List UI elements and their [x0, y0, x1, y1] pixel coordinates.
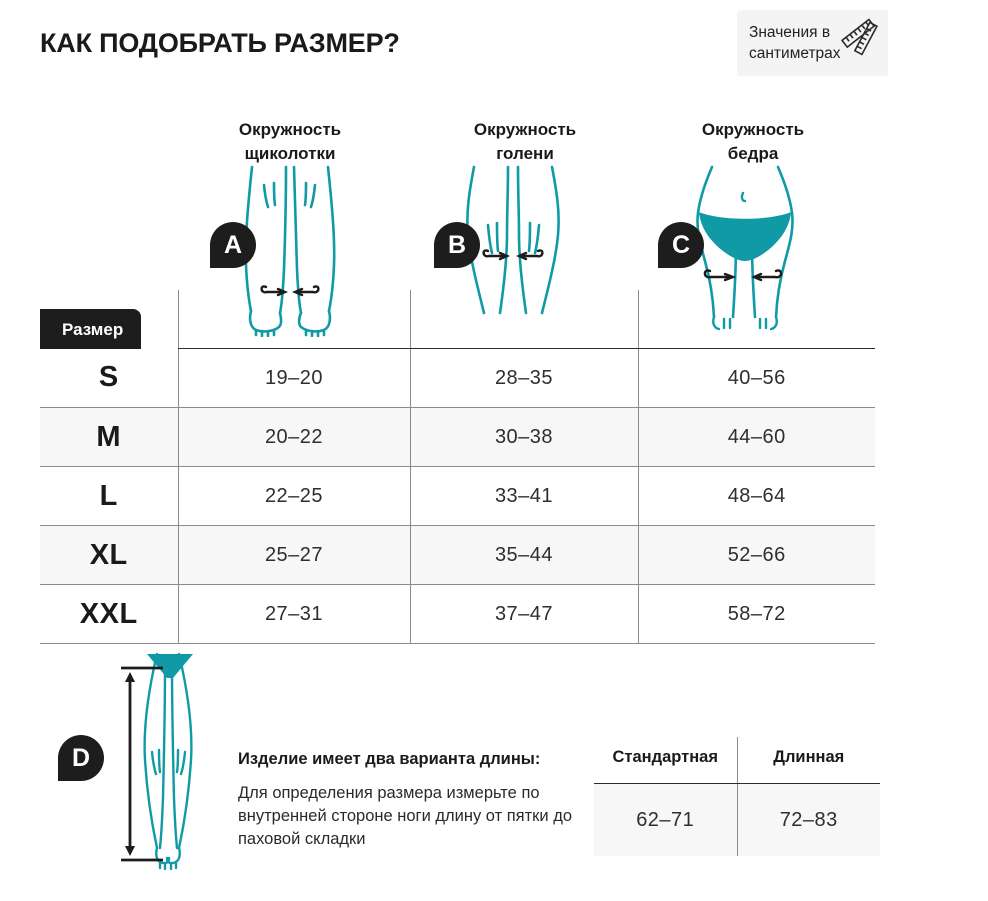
header-spacer-calf — [409, 290, 638, 349]
thigh-value: 52–66 — [637, 525, 875, 585]
size-table: Размер S 19–20 28–35 40–56 M 20–22 30–38… — [40, 290, 875, 644]
ruler-icon — [840, 18, 879, 56]
column-header-ankle: Окружность щиколотки — [175, 118, 405, 166]
calf-value: 33–41 — [409, 466, 638, 526]
column-header-thigh: Окружность бедра — [638, 118, 868, 166]
dimension-arrow-up — [125, 672, 135, 682]
marker-b-letter: B — [447, 230, 467, 259]
size-header-cell: Размер — [40, 290, 178, 349]
calf-value: 37–47 — [409, 584, 638, 644]
ankle-value: 20–22 — [177, 407, 410, 467]
column-header-thigh-line1: Окружность — [701, 120, 805, 139]
ankle-value: 19–20 — [177, 348, 410, 408]
table-row: M 20–22 30–38 44–60 — [40, 407, 875, 467]
size-label: XL — [40, 525, 178, 585]
units-badge: Значения в сантиметрах — [737, 10, 888, 76]
marker-d: D — [58, 735, 104, 781]
length-value-standard: 62–71 — [594, 783, 737, 856]
column-header-calf-line2: голени — [496, 144, 554, 163]
units-badge-text: Значения в сантиметрах — [749, 22, 861, 64]
size-label: M — [40, 407, 178, 467]
marker-b: B — [434, 222, 480, 268]
marker-a: A — [210, 222, 256, 268]
header-spacer-thigh — [637, 290, 875, 349]
length-note-body: Для определения размера измерьте по внут… — [238, 784, 572, 848]
dimension-arrow-down — [125, 846, 135, 856]
size-header-badge: Размер — [40, 308, 142, 349]
column-header-calf: Окружность голени — [410, 118, 640, 166]
marker-d-letter: D — [71, 743, 91, 772]
length-header-standard: Стандартная — [594, 737, 737, 784]
length-note-title: Изделие имеет два варианта длины: — [238, 750, 541, 768]
length-header-long: Длинная — [736, 737, 880, 784]
column-header-calf-line1: Окружность — [473, 120, 577, 139]
page-title: КАК ПОДОБРАТЬ РАЗМЕР? — [40, 28, 400, 58]
size-label: XXL — [40, 584, 178, 644]
swimwear-shape — [699, 212, 791, 261]
calf-value: 35–44 — [409, 525, 638, 585]
thigh-value: 44–60 — [637, 407, 875, 467]
length-table-value-row: 62–71 72–83 — [594, 783, 880, 856]
column-header-thigh-line2: бедра — [727, 144, 779, 163]
calf-value: 28–35 — [409, 348, 638, 408]
units-badge-line2: сантиметрах — [749, 45, 841, 62]
marker-c: C — [658, 222, 704, 268]
thigh-value: 58–72 — [637, 584, 875, 644]
size-label: S — [40, 348, 178, 408]
table-row: S 19–20 28–35 40–56 — [40, 348, 875, 408]
ankle-value: 22–25 — [177, 466, 410, 526]
length-table: Стандартная Длинная 62–71 72–83 — [594, 737, 880, 856]
size-label: L — [40, 466, 178, 526]
ankle-value: 25–27 — [177, 525, 410, 585]
calf-value: 30–38 — [409, 407, 638, 467]
column-header-ankle-line1: Окружность — [238, 120, 342, 139]
ankle-value: 27–31 — [177, 584, 410, 644]
thigh-value: 48–64 — [637, 466, 875, 526]
thigh-value: 40–56 — [637, 348, 875, 408]
header-spacer-ankle — [177, 290, 410, 349]
table-row: L 22–25 33–41 48–64 — [40, 466, 875, 526]
marker-a-letter: A — [223, 230, 243, 259]
length-table-header-row: Стандартная Длинная — [594, 737, 880, 784]
table-row: XXL 27–31 37–47 58–72 — [40, 584, 875, 644]
units-badge-line1: Значения в — [749, 24, 831, 41]
garment-top-shape — [147, 654, 193, 678]
column-header-ankle-line2: щиколотки — [244, 144, 336, 163]
legs-length-illustration — [121, 652, 193, 871]
marker-c-letter: C — [671, 230, 691, 259]
size-table-header-row: Размер — [40, 290, 875, 349]
table-row: XL 25–27 35–44 52–66 — [40, 525, 875, 585]
length-note: Изделие имеет два варианта длины: Для оп… — [238, 748, 588, 851]
length-value-long: 72–83 — [736, 783, 880, 856]
